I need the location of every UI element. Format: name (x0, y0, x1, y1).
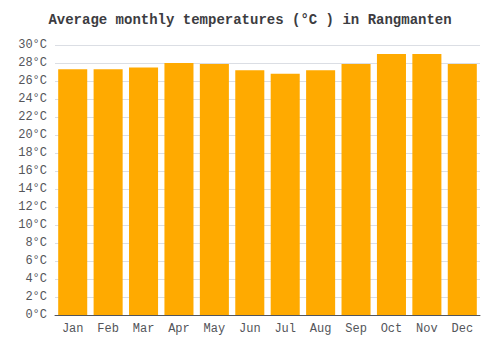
svg-text:20°C: 20°C (18, 128, 47, 142)
svg-text:Dec: Dec (451, 322, 473, 336)
svg-text:8°C: 8°C (25, 236, 47, 250)
svg-text:Aug: Aug (310, 322, 332, 336)
svg-text:Jan: Jan (62, 322, 84, 336)
svg-text:May: May (204, 322, 226, 336)
svg-text:Feb: Feb (97, 322, 119, 336)
svg-text:22°C: 22°C (18, 110, 47, 124)
svg-text:12°C: 12°C (18, 200, 47, 214)
svg-text:6°C: 6°C (25, 254, 47, 268)
svg-text:24°C: 24°C (18, 92, 47, 106)
svg-text:18°C: 18°C (18, 146, 47, 160)
svg-text:Nov: Nov (416, 322, 438, 336)
svg-text:26°C: 26°C (18, 74, 47, 88)
svg-text:10°C: 10°C (18, 218, 47, 232)
svg-text:Oct: Oct (381, 322, 403, 336)
svg-text:Jun: Jun (239, 322, 261, 336)
svg-text:4°C: 4°C (25, 272, 47, 286)
svg-text:0°C: 0°C (25, 308, 47, 322)
svg-text:Jul: Jul (274, 322, 296, 336)
svg-text:Sep: Sep (345, 322, 367, 336)
svg-text:14°C: 14°C (18, 182, 47, 196)
svg-text:16°C: 16°C (18, 164, 47, 178)
svg-text:Apr: Apr (168, 322, 190, 336)
svg-text:28°C: 28°C (18, 56, 47, 70)
svg-text:2°C: 2°C (25, 290, 47, 304)
svg-text:Mar: Mar (133, 322, 155, 336)
svg-text:Average monthly temperatures (: Average monthly temperatures (°C ) in Ra… (48, 12, 451, 28)
svg-text:30°C: 30°C (18, 38, 47, 52)
